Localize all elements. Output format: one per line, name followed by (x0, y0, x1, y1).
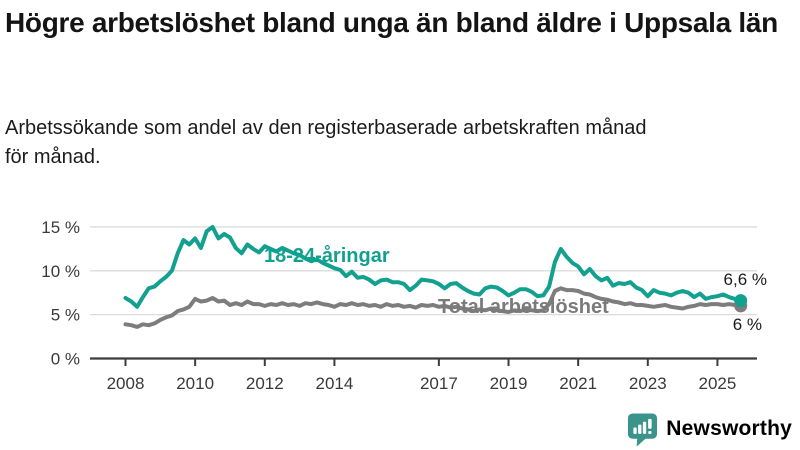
series-label-total: Total arbetslöshet (438, 296, 609, 318)
total-series-line (123, 286, 743, 329)
series-label-youth: 18-24-åringar (264, 244, 390, 267)
x-axis-tick-label: 2012 (246, 374, 284, 393)
youth-series-line (123, 225, 743, 309)
newsworthy-logo[interactable]: Newsworthy (626, 410, 792, 448)
end-value-label-total: 6 % (733, 315, 762, 334)
x-axis-tick-label: 2017 (420, 374, 458, 393)
x-axis-tick-label: 2014 (316, 374, 354, 393)
x-axis-tick-label: 2025 (699, 374, 737, 393)
y-axis-tick-label: 0 % (51, 350, 80, 369)
page-subtitle: Arbetssökande som andel av den registerb… (5, 117, 647, 168)
x-axis-tick-label: 2010 (176, 374, 214, 393)
end-value-label-youth: 6,6 % (724, 270, 767, 289)
unemployment-line-chart: 0 % 5 % 10 % 15 % 2008 2010 2012 2014 2017 2019 20… (41, 218, 767, 393)
page-title: Högre arbetslöshet bland unga än bland ä… (5, 7, 778, 38)
youth-end-dot (734, 294, 748, 308)
x-axis-tick-label: 2019 (490, 374, 528, 393)
logo-text: Newsworthy (666, 417, 792, 440)
y-axis-tick-label: 5 % (51, 306, 80, 325)
y-axis-tick-label: 10 % (41, 262, 80, 281)
x-axis-tick-label: 2008 (107, 374, 145, 393)
x-axis-tick-label: 2023 (629, 374, 667, 393)
bar-chart-speech-bubble-icon (628, 413, 658, 447)
x-axis-tick-label: 2021 (559, 374, 597, 393)
y-axis-tick-label: 15 % (41, 218, 80, 237)
